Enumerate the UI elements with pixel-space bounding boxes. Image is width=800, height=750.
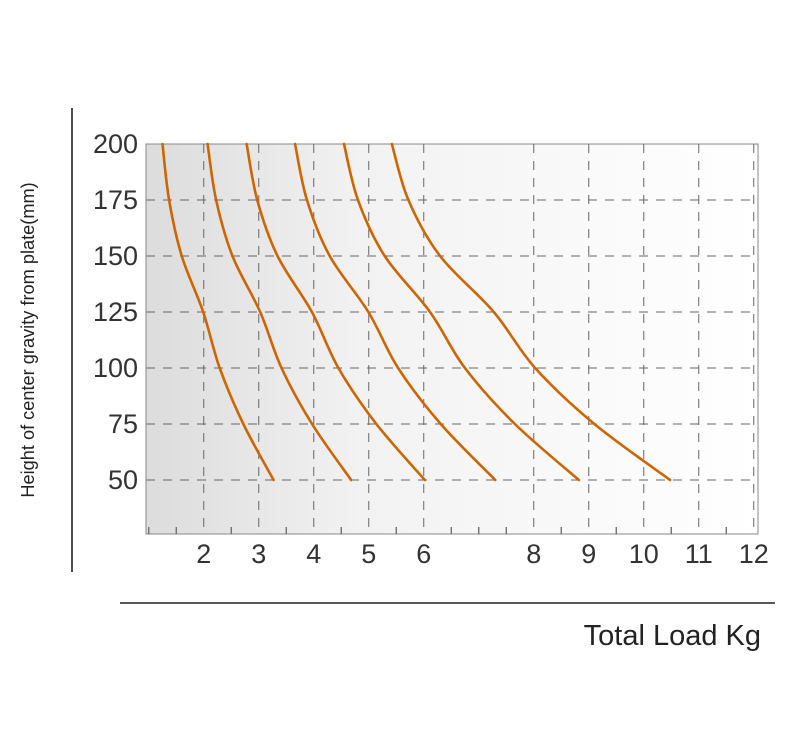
svg-text:200: 200 (93, 129, 138, 159)
svg-text:Height of center gravity from: Height of center gravity from plate(mm) (18, 182, 38, 497)
svg-text:75: 75 (108, 409, 138, 439)
svg-text:125: 125 (93, 297, 138, 327)
svg-text:9: 9 (581, 539, 596, 569)
svg-text:150: 150 (93, 241, 138, 271)
svg-text:4: 4 (306, 539, 321, 569)
svg-text:5: 5 (361, 539, 376, 569)
svg-text:8: 8 (526, 539, 541, 569)
svg-text:3: 3 (251, 539, 266, 569)
svg-text:2: 2 (196, 539, 211, 569)
svg-text:12: 12 (739, 539, 769, 569)
svg-text:100: 100 (93, 353, 138, 383)
svg-text:10: 10 (629, 539, 659, 569)
svg-text:11: 11 (685, 539, 713, 569)
svg-text:Total Load Kg: Total Load Kg (584, 620, 761, 652)
svg-text:50: 50 (108, 465, 138, 495)
svg-text:175: 175 (93, 185, 138, 215)
svg-text:6: 6 (416, 539, 431, 569)
